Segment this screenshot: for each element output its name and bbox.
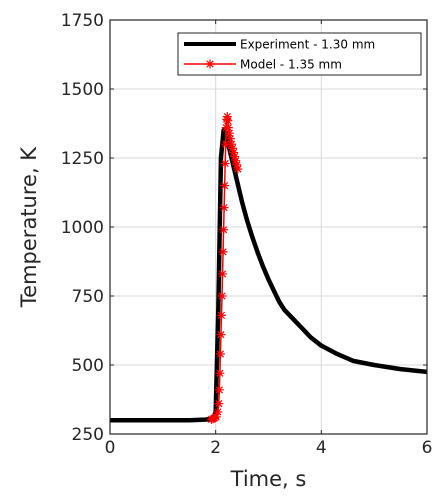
y-tick-label: 1750 [61, 11, 104, 31]
legend-marker-star [205, 59, 215, 69]
y-tick-label: 750 [72, 287, 104, 307]
x-tick-label: 2 [210, 438, 221, 458]
series-marker-1 [216, 310, 226, 320]
y-tick-label: 1250 [61, 149, 104, 169]
x-tick-label: 4 [316, 438, 327, 458]
series-marker-1 [214, 385, 224, 395]
series-marker-1 [216, 330, 226, 340]
y-tick-label: 1000 [61, 218, 104, 238]
legend-label-model: Model - 1.35 mm [240, 58, 342, 72]
series-marker-1 [217, 291, 227, 301]
series-marker-1 [224, 128, 234, 138]
series-marker-1 [218, 247, 228, 257]
series-marker-1 [220, 159, 230, 169]
legend: Experiment - 1.30 mm Model - 1.35 mm [177, 32, 422, 76]
y-axis-label: Temperature, K [17, 146, 41, 308]
y-tick-label: 250 [72, 425, 104, 445]
series-layer [110, 112, 427, 424]
x-axis-label: Time, s [230, 467, 307, 491]
legend-label-experiment: Experiment - 1.30 mm [240, 38, 375, 52]
series-marker-1 [214, 399, 224, 409]
series-marker-1 [213, 407, 223, 417]
series-marker-1 [223, 123, 233, 133]
series-marker-1 [218, 269, 228, 279]
series-marker-1 [219, 203, 229, 213]
legend-box [177, 32, 422, 76]
series-marker-1 [211, 412, 221, 422]
series-marker-1 [225, 134, 235, 144]
legend-marker-model [205, 59, 215, 69]
x-tick-label: 6 [422, 438, 433, 458]
x-tick-label: 0 [105, 438, 116, 458]
y-tick-label: 1500 [61, 80, 104, 100]
series-marker-1 [220, 181, 230, 191]
y-tick-label: 500 [72, 356, 104, 376]
series-marker-1 [215, 349, 225, 359]
series-marker-1 [219, 225, 229, 235]
series-marker-1 [215, 368, 225, 378]
series-marker-1 [233, 164, 243, 174]
axis-ticks: 0 2 4 6 250 500 750 1000 1250 1500 1750 [61, 11, 433, 458]
